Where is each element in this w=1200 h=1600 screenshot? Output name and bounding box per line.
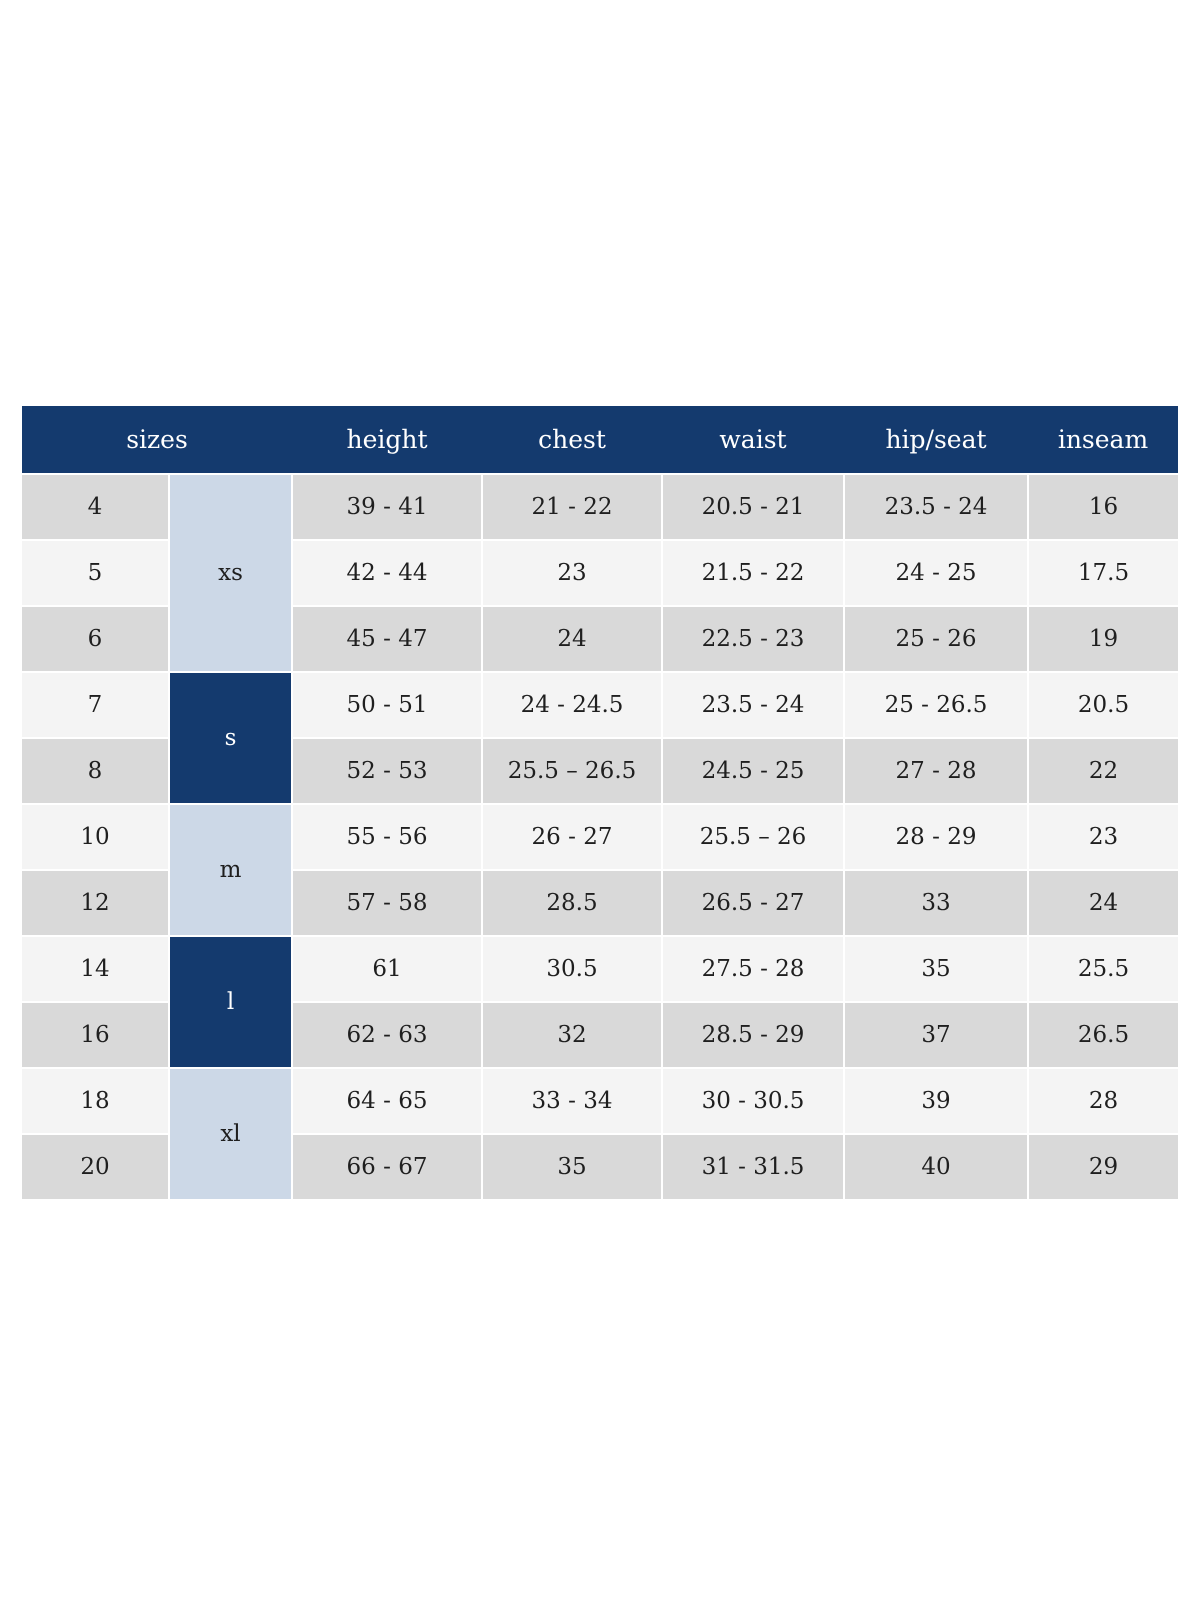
column-header-sizes: sizes: [126, 425, 188, 454]
inseam-cell: 28: [1029, 1069, 1178, 1133]
hip-seat-cell: 39: [845, 1069, 1027, 1133]
inseam-cell: 29: [1029, 1135, 1178, 1199]
height-cell: 50 - 51: [293, 673, 481, 737]
size-group-cell: l: [170, 937, 291, 1067]
waist-cell: 26.5 - 27: [663, 871, 843, 935]
hip-seat-cell: 25 - 26.5: [845, 673, 1027, 737]
inseam-cell: 26.5: [1029, 1003, 1178, 1067]
inseam-cell: 25.5: [1029, 937, 1178, 1001]
hip-seat-cell: 25 - 26: [845, 607, 1027, 671]
size-table-body: 4 xs 39 - 41 21 - 22 20.5 - 21 23.5 - 24 16 5 42…: [22, 475, 1178, 1199]
column-header-height: height: [346, 425, 428, 454]
table-header-row: sizes height chest waist hip/seat inseam: [22, 406, 1178, 473]
size-cell: 6: [22, 607, 168, 671]
height-cell: 61: [293, 937, 481, 1001]
height-cell: 57 - 58: [293, 871, 481, 935]
inseam-cell: 23: [1029, 805, 1178, 869]
column-header-hip-seat: hip/seat: [885, 425, 987, 454]
chest-cell: 23: [483, 541, 661, 605]
height-cell: 62 - 63: [293, 1003, 481, 1067]
inseam-cell: 22: [1029, 739, 1178, 803]
size-cell: 20: [22, 1135, 168, 1199]
size-group-cell: xl: [170, 1069, 291, 1199]
chest-cell: 24: [483, 607, 661, 671]
waist-cell: 20.5 - 21: [663, 475, 843, 539]
chest-cell: 24 - 24.5: [483, 673, 661, 737]
hip-seat-cell: 24 - 25: [845, 541, 1027, 605]
hip-seat-cell: 40: [845, 1135, 1027, 1199]
column-header-chest: chest: [538, 425, 606, 454]
size-cell: 16: [22, 1003, 168, 1067]
size-group-cell: xs: [170, 475, 291, 671]
size-cell: 5: [22, 541, 168, 605]
height-cell: 55 - 56: [293, 805, 481, 869]
inseam-cell: 17.5: [1029, 541, 1178, 605]
chest-cell: 25.5 – 26.5: [483, 739, 661, 803]
inseam-cell: 24: [1029, 871, 1178, 935]
waist-cell: 22.5 - 23: [663, 607, 843, 671]
chest-cell: 32: [483, 1003, 661, 1067]
hip-seat-cell: 27 - 28: [845, 739, 1027, 803]
waist-cell: 30 - 30.5: [663, 1069, 843, 1133]
height-cell: 39 - 41: [293, 475, 481, 539]
chest-cell: 21 - 22: [483, 475, 661, 539]
height-cell: 64 - 65: [293, 1069, 481, 1133]
inseam-cell: 16: [1029, 475, 1178, 539]
size-cell: 18: [22, 1069, 168, 1133]
height-cell: 66 - 67: [293, 1135, 481, 1199]
chest-cell: 28.5: [483, 871, 661, 935]
waist-cell: 21.5 - 22: [663, 541, 843, 605]
size-cell: 8: [22, 739, 168, 803]
size-cell: 12: [22, 871, 168, 935]
waist-cell: 24.5 - 25: [663, 739, 843, 803]
size-cell: 7: [22, 673, 168, 737]
height-cell: 42 - 44: [293, 541, 481, 605]
size-group-cell: m: [170, 805, 291, 935]
column-header-waist: waist: [719, 425, 787, 454]
column-header-inseam: inseam: [1057, 425, 1149, 454]
size-cell: 14: [22, 937, 168, 1001]
size-group-cell: s: [170, 673, 291, 803]
waist-cell: 23.5 - 24: [663, 673, 843, 737]
height-cell: 52 - 53: [293, 739, 481, 803]
inseam-cell: 20.5: [1029, 673, 1178, 737]
hip-seat-cell: 37: [845, 1003, 1027, 1067]
chest-cell: 35: [483, 1135, 661, 1199]
hip-seat-cell: 35: [845, 937, 1027, 1001]
hip-seat-cell: 28 - 29: [845, 805, 1027, 869]
chest-cell: 30.5: [483, 937, 661, 1001]
size-cell: 4: [22, 475, 168, 539]
waist-cell: 25.5 – 26: [663, 805, 843, 869]
waist-cell: 28.5 - 29: [663, 1003, 843, 1067]
size-cell: 10: [22, 805, 168, 869]
hip-seat-cell: 33: [845, 871, 1027, 935]
chest-cell: 26 - 27: [483, 805, 661, 869]
inseam-cell: 19: [1029, 607, 1178, 671]
waist-cell: 31 - 31.5: [663, 1135, 843, 1199]
size-chart-table: sizes height chest waist hip/seat inseam…: [22, 406, 1178, 1199]
height-cell: 45 - 47: [293, 607, 481, 671]
chest-cell: 33 - 34: [483, 1069, 661, 1133]
hip-seat-cell: 23.5 - 24: [845, 475, 1027, 539]
waist-cell: 27.5 - 28: [663, 937, 843, 1001]
